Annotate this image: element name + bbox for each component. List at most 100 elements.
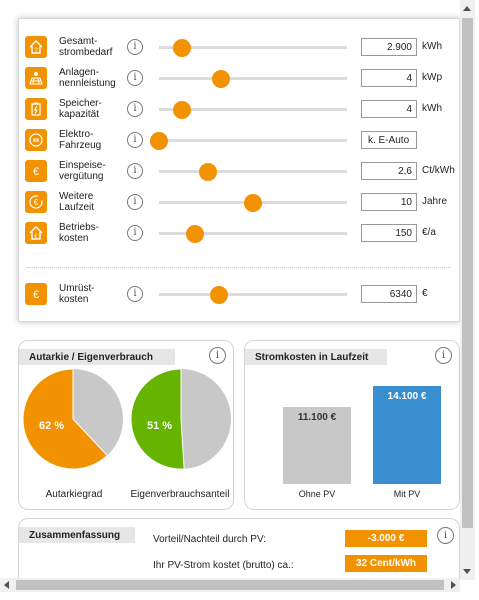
summary-panel: Zusammenfassung i Vorteil/Nachteil durch… <box>18 518 460 582</box>
unit-label: €/a <box>422 227 436 238</box>
pie-charts: 62 % 51 % <box>22 368 231 470</box>
slider-track[interactable] <box>159 293 347 296</box>
chart-title: Stromkosten in Laufzeit <box>245 349 387 365</box>
info-icon[interactable]: i <box>127 225 143 241</box>
info-icon[interactable]: i <box>209 347 226 364</box>
unit-label: Ct/kWh <box>422 165 455 176</box>
unit-label: kWp <box>422 72 442 83</box>
info-icon[interactable]: i <box>127 70 143 86</box>
setting-row-6: € Betriebs- kosten i 150 €/a <box>19 220 459 248</box>
value-input[interactable]: 4 <box>361 69 417 87</box>
setting-row-1: Anlagen- nennleistung i 4 kWp <box>19 65 459 93</box>
svg-text:€: € <box>33 289 39 301</box>
battery-icon <box>25 98 47 120</box>
autarkie-title: Autarkie / Eigenverbrauch <box>19 349 175 365</box>
slider-track[interactable] <box>159 108 347 111</box>
info-icon[interactable]: i <box>127 132 143 148</box>
vertical-scrollbar[interactable] <box>460 0 475 580</box>
bar-category-label-1: Mit PV <box>393 489 421 499</box>
svg-text:€: € <box>33 166 39 178</box>
slider-handle[interactable] <box>210 286 229 304</box>
slider-track[interactable] <box>159 170 347 173</box>
setting-label: Einspeise- vergütung <box>59 160 106 182</box>
settings-panel: ? Gesamt- strombedarf i 2.900 kWh Anlagen- ne… <box>18 18 460 322</box>
pie-slice-0 <box>22 368 108 470</box>
stromkosten-card: Stromkosten in Laufzeit i 11.100 € Ohne P… <box>244 340 460 510</box>
info-icon[interactable]: i <box>435 347 452 364</box>
scroll-right-icon[interactable] <box>451 581 456 589</box>
value-input[interactable]: k. E-Auto <box>361 131 417 149</box>
slider-track[interactable] <box>159 77 347 80</box>
svg-text:€: € <box>34 198 39 207</box>
svg-text:?: ? <box>34 48 38 54</box>
info-icon[interactable]: i <box>127 101 143 117</box>
house-question-icon: ? <box>25 36 47 58</box>
value-input[interactable]: 6340 <box>361 285 417 303</box>
bar-1 <box>373 386 441 484</box>
summary-label-pv-strom: Ihr PV-Strom kostet (brutto) ca.: <box>153 560 294 571</box>
value-input[interactable]: 150 <box>361 224 417 242</box>
divider <box>27 267 451 268</box>
setting-label: Betriebs- kosten <box>59 222 100 244</box>
setting-label: Gesamt- strombedarf <box>59 36 113 58</box>
scroll-up-icon[interactable] <box>463 6 471 11</box>
info-icon[interactable]: i <box>127 194 143 210</box>
bar-value-label-0: 11.100 € <box>297 412 337 424</box>
summary-title: Zusammenfassung <box>19 527 135 543</box>
pie-label-eigenverbrauch: Eigenverbrauchsanteil <box>130 489 230 500</box>
value-input[interactable]: 2,6 <box>361 162 417 180</box>
info-icon[interactable]: i <box>127 163 143 179</box>
info-icon[interactable]: i <box>127 286 143 302</box>
scroll-left-icon[interactable] <box>4 581 9 589</box>
value-input[interactable]: 10 <box>361 193 417 211</box>
unit-label: kWh <box>422 41 442 52</box>
summary-label-vorteil: Vorteil/Nachteil durch PV: <box>153 534 267 545</box>
value-input[interactable]: 2.900 <box>361 38 417 56</box>
value-input[interactable]: 4 <box>361 100 417 118</box>
pie-slice-1 <box>130 368 185 470</box>
setting-row-2: Speicher- kapazität i 4 kWh <box>19 96 459 124</box>
unit-label: € <box>422 288 428 299</box>
pie-label-autarkie: Autarkiegrad <box>45 489 103 500</box>
slider-handle[interactable] <box>172 101 191 119</box>
setting-row-retrofit: € Umrüst- kosten i 6340 € <box>19 281 459 309</box>
setting-row-3: Elektro- Fahrzeug i k. E-Auto <box>19 127 459 155</box>
slider-handle[interactable] <box>172 39 191 57</box>
summary-value-vorteil: -3.000 € <box>345 530 427 547</box>
vertical-scroll-thumb[interactable] <box>462 18 473 528</box>
info-icon[interactable]: i <box>127 39 143 55</box>
setting-row-5: € Weitere Laufzeit i 10 Jahre <box>19 189 459 217</box>
setting-label: Umrüst- kosten <box>59 283 95 305</box>
setting-label: Elektro- Fahrzeug <box>59 129 102 151</box>
house-euro-icon: € <box>25 222 47 244</box>
euro-icon: € <box>25 160 47 182</box>
setting-row-0: ? Gesamt- strombedarf i 2.900 kWh <box>19 34 459 62</box>
slider-handle[interactable] <box>244 194 262 212</box>
setting-label: Weitere Laufzeit <box>59 191 95 213</box>
bar-0 <box>283 407 351 484</box>
pie-percent-label-0: 62 % <box>39 420 64 432</box>
slider-handle[interactable] <box>185 225 204 243</box>
horizontal-scroll-thumb[interactable] <box>16 580 444 590</box>
unit-label: Jahre <box>422 196 448 207</box>
slider-handle[interactable] <box>150 132 168 150</box>
slider-handle[interactable] <box>212 70 231 88</box>
slider-track[interactable] <box>159 46 347 49</box>
autarkie-card: Autarkie / Eigenverbrauch i 62 % 51 % Aut… <box>18 340 234 510</box>
unit-label: kWh <box>422 103 442 114</box>
info-icon[interactable]: i <box>437 527 454 544</box>
setting-label: Speicher- kapazität <box>59 98 102 120</box>
slider-track[interactable] <box>159 139 347 142</box>
slider-handle[interactable] <box>198 163 217 181</box>
svg-text:€: € <box>34 234 38 240</box>
euro-clock-icon: € <box>25 191 47 213</box>
car-plug-icon <box>25 129 47 151</box>
setting-label: Anlagen- nennleistung <box>59 67 116 89</box>
setting-row-4: € Einspeise- vergütung i 2,6 Ct/kWh <box>19 158 459 186</box>
euro-icon: € <box>25 283 47 305</box>
bar-category-label-0: Ohne PV <box>298 489 336 499</box>
slider-track[interactable] <box>159 232 347 235</box>
scroll-down-icon[interactable] <box>463 569 471 574</box>
horizontal-scrollbar[interactable] <box>0 578 460 592</box>
summary-value-pv-strom: 32 Cent/kWh <box>345 555 427 572</box>
